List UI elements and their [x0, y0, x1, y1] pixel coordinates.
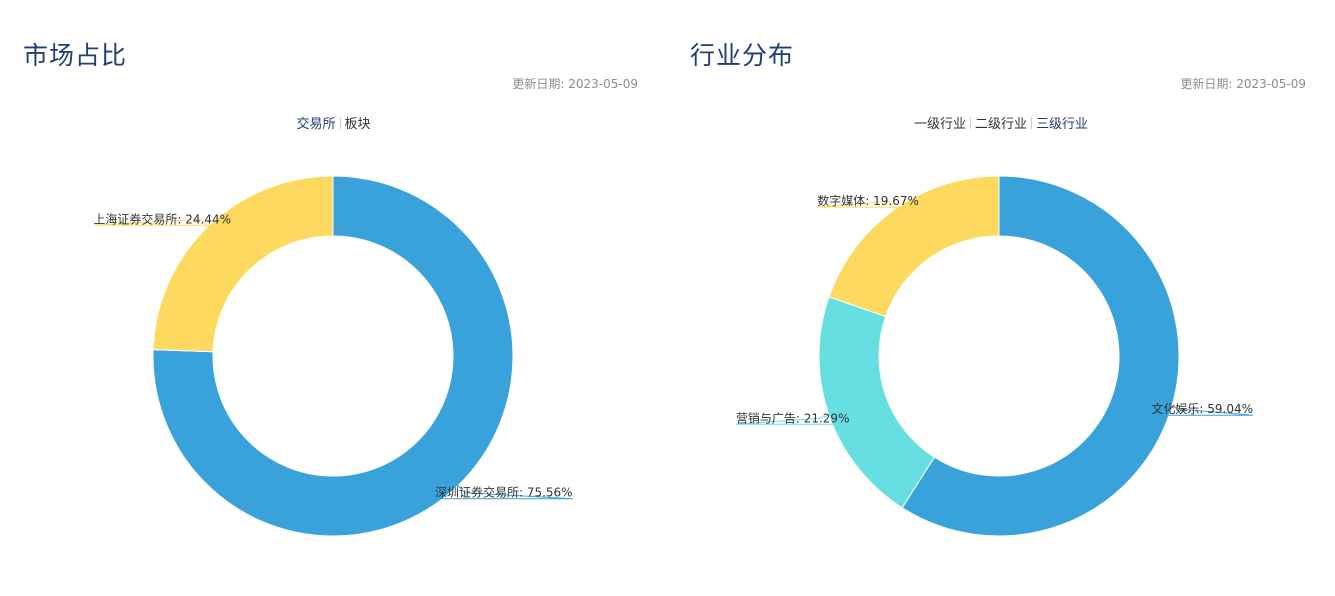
tab-exchange[interactable]: 交易所 — [296, 117, 336, 132]
donut-slice[interactable] — [152, 175, 334, 353]
slice-label: 数字媒体: 19.67% — [817, 193, 919, 208]
slice-label: 上海证券交易所: 24.44% — [93, 211, 231, 226]
tab-divider — [969, 117, 971, 129]
tab-divider — [339, 117, 341, 129]
tab-divider — [1031, 117, 1032, 129]
slice-label-leader-line — [93, 218, 232, 233]
slice-label-leader-line — [817, 200, 919, 217]
tab-level-3-industry[interactable]: 三级行业 — [1036, 117, 1089, 132]
slice-label: 深圳证券交易所: 75.56% — [435, 485, 573, 500]
update-date: 更新日期: 2023-05-09 — [512, 75, 638, 92]
tab-sector[interactable]: 板块 — [344, 117, 371, 132]
tab-group: 交易所 板块 — [0, 113, 667, 132]
update-date-label: 更新日期: — [512, 77, 565, 91]
donut-slice[interactable] — [901, 175, 1180, 537]
update-date-value: 2023-05-09 — [568, 77, 638, 91]
slice-label-leader-line — [735, 411, 850, 425]
update-date-value: 2023-05-09 — [1236, 77, 1306, 91]
update-date: 更新日期: 2023-05-09 — [1180, 75, 1306, 92]
panel-title: 行业分布 — [690, 41, 795, 70]
slice-label-leader-line — [434, 479, 573, 500]
market-share-panel: 市场占比 更新日期: 2023-05-09 交易所 板块 深圳证券交易所: 75.… — [0, 0, 667, 596]
update-date-label: 更新日期: — [1180, 77, 1233, 91]
donut-slice[interactable] — [828, 175, 1000, 318]
slice-label: 营销与广告: 21.29% — [736, 411, 850, 425]
market-share-donut-chart: 深圳证券交易所: 75.56% 上海证券交易所: 24.44% — [93, 175, 573, 537]
tab-level-1-industry[interactable]: 一级行业 — [913, 117, 966, 132]
industry-distribution-panel: 行业分布 更新日期: 2023-05-09 一级行业 二级行业 三级行业 文化娱乐:… — [667, 0, 1335, 596]
tab-group: 一级行业 二级行业 三级行业 — [667, 113, 1335, 132]
donut-slice[interactable] — [152, 175, 514, 537]
slice-label: 文化娱乐: 59.04% — [1151, 401, 1253, 416]
donut-slice[interactable] — [818, 296, 936, 509]
slice-label-leader-line — [1151, 403, 1254, 416]
panel-title: 市场占比 — [23, 41, 128, 70]
industry-distribution-donut-chart: 文化娱乐: 59.04% 营销与广告: 21.29% 数字媒体: 19.67% — [735, 175, 1254, 537]
tab-level-2-industry[interactable]: 二级行业 — [974, 117, 1027, 132]
